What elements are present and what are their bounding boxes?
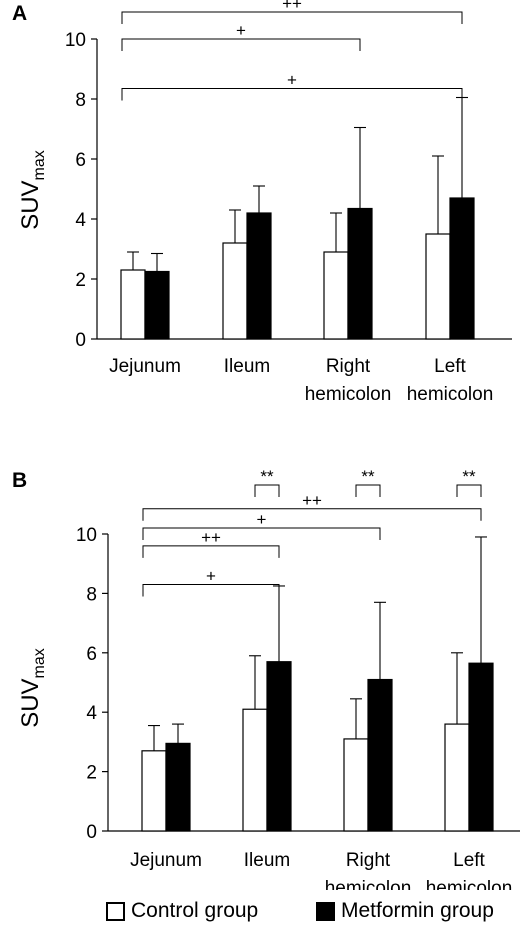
category-label: Left [453,850,485,871]
legend-label-control: Control group [131,899,259,922]
significance-label: ++ [201,528,221,547]
category-label: Jejunum [130,850,202,871]
y-tick-label: 8 [86,584,97,605]
bar-metformin [449,197,475,340]
y-tick-label: 2 [86,763,97,784]
bar-metformin [144,270,170,340]
bar-control [425,233,451,340]
legend-item-control: Control group [106,896,258,926]
category-label: Ileum [224,356,270,377]
bar-metformin [347,207,373,340]
legend-swatch-control [106,901,125,921]
category-label-line2: hemicolon [407,384,494,405]
bar-control [343,738,369,832]
y-tick-label: 4 [86,703,97,724]
significance-label: ++ [302,491,322,510]
y-tick-label: 2 [75,270,86,291]
category-label: Ileum [244,850,290,871]
bar-control [222,242,248,340]
y-tick-label: 8 [75,90,86,111]
y-axis-label: SUVmax [17,648,48,728]
bar-control [120,269,146,340]
significance-label: ++ [282,0,302,13]
significance-bracket [142,508,482,521]
category-label: Right [346,850,391,871]
y-axis-label: SUVmax [17,150,48,230]
bar-control [323,251,349,340]
legend-label-metformin: Metformin group [341,899,494,922]
category-label: Jejunum [109,356,181,377]
bar-control [444,723,470,832]
y-tick-label: 6 [86,644,97,665]
y-tick-label: 10 [65,30,86,51]
y-tick-label: 0 [86,822,97,843]
bar-metformin [266,661,292,832]
significance-bracket [142,527,381,541]
panel-label: B [12,469,27,492]
chart-panel-a: A SUVmax 0 2 4 6 8 10 Jejunum Ileum Right hemicolon… [12,0,512,405]
significance-bracket [121,38,361,51]
y-tick-label: 10 [76,525,97,546]
y-tick-label: 0 [75,330,86,351]
y-tick-label: 4 [75,210,86,231]
category-label: Right [326,356,371,377]
significance-label: ** [462,467,476,486]
significance-label: + [206,566,216,585]
significance-label: + [236,21,246,40]
bar-metformin [246,212,272,340]
category-label: Left [434,356,466,377]
category-label-line2: hemicolon [426,878,513,890]
significance-bracket [456,484,482,497]
significance-label: ** [260,467,274,486]
significance-label: ** [361,467,375,486]
legend-item-metformin: Metformin group [316,896,494,926]
significance-bracket [254,484,280,497]
chart-panel-b: B SUVmax 0 2 4 6 8 10 Jejunum Ileum Right hemicolon… [12,467,520,890]
legend: Control group Metformin group [0,888,520,932]
bar-control [242,708,268,832]
bar-control [141,750,167,832]
significance-bracket [121,11,463,24]
category-label-line2: hemicolon [325,878,412,890]
bar-metformin [367,678,393,832]
significance-label: + [257,510,267,529]
significance-bracket [355,484,381,497]
y-tick-label: 6 [75,150,86,171]
significance-label: + [287,71,297,90]
significance-bracket [121,88,463,101]
significance-bracket [142,583,280,597]
significance-bracket [142,545,280,558]
legend-swatch-metformin [316,901,335,921]
category-label-line2: hemicolon [305,384,392,405]
panel-label: A [12,2,27,25]
bar-metformin [165,742,191,832]
bar-metformin [468,662,494,832]
figure-svg: A SUVmax 0 2 4 6 8 10 Jejunum Ileum Right hemicolon… [12,0,520,890]
